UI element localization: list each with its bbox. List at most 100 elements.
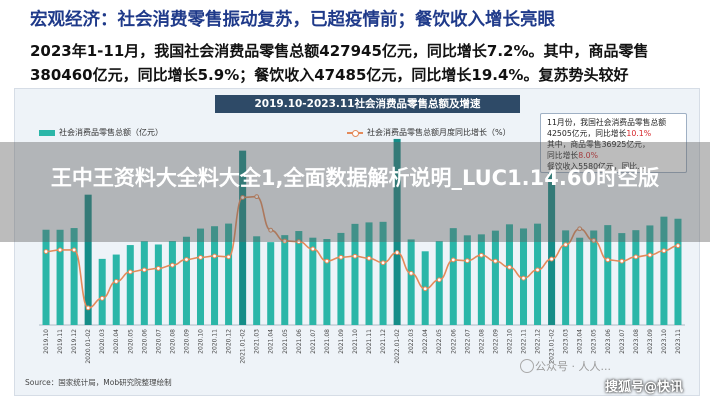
legend-item-bars: 社会消费品零售总额（亿元）	[39, 127, 163, 138]
annotation-line-4: 同比增长8.0%	[547, 150, 598, 161]
growth-point-2	[71, 247, 77, 253]
growth-point-44	[661, 248, 667, 254]
overlay-banner: 王中王资料大全料大全1,全面数据解析说明_LUC1.14.60时空版	[0, 142, 710, 242]
bar-29	[449, 228, 457, 325]
x-tick-label-2: 2019.12	[71, 329, 78, 354]
bar-4	[98, 258, 106, 325]
x-tick-label-4: 2020.03	[99, 329, 106, 354]
bar-10	[182, 236, 190, 325]
growth-point-8	[155, 266, 161, 271]
bar-15	[253, 236, 261, 325]
legend-label-line: 社会消费品零售总额月度同比增长（%）	[367, 128, 511, 137]
overlay-banner-text: 王中王资料大全料大全1,全面数据解析说明_LUC1.14.60时空版	[50, 166, 660, 190]
growth-point-15	[254, 194, 260, 200]
watermark-site: 公众号 · 人人...	[535, 360, 611, 373]
watermark-account: 搜狐号@快讯	[605, 380, 684, 395]
bar-11	[196, 228, 205, 325]
bar-41	[618, 233, 626, 325]
bar-43	[646, 225, 654, 325]
x-tick-label-13: 2020.12	[226, 329, 233, 354]
x-tick-label-19: 2021.07	[310, 329, 317, 354]
bar-20	[323, 239, 331, 325]
x-tick-label-26: 2022.03	[408, 329, 415, 354]
bar-13	[225, 223, 233, 325]
x-tick-label-3: 2020.01-02	[85, 329, 92, 364]
x-tick-label-6: 2020.05	[127, 329, 134, 354]
bar-3	[84, 194, 92, 325]
x-tick-label-22: 2021.10	[352, 329, 359, 354]
bar-0	[42, 229, 50, 325]
growth-point-14	[240, 195, 246, 200]
chart-panel: 2019.10-2023.11社会消费品零售总额及增速 社会消费品零售总额（亿元…	[14, 88, 700, 396]
growth-point-25	[394, 250, 400, 255]
legend-item-line: 社会消费品零售总额月度同比增长（%）	[347, 127, 511, 138]
bar-18	[295, 231, 303, 325]
bar-19	[309, 237, 317, 325]
annotation-line-2-text: 42505亿元，同比增长	[547, 129, 627, 138]
x-tick-label-16: 2021.04	[268, 329, 275, 354]
growth-point-12	[212, 253, 217, 259]
growth-point-26	[408, 270, 414, 276]
bar-38	[576, 237, 584, 325]
chart-title: 2019.10-2023.11社会消费品零售总额及增速	[254, 98, 481, 110]
growth-point-9	[170, 262, 175, 268]
bar-7	[140, 241, 148, 325]
x-tick-label-23: 2021.11	[366, 329, 373, 354]
x-tick-label-41: 2023.07	[619, 329, 626, 354]
bar-1	[56, 229, 64, 325]
growth-point-40	[605, 257, 611, 263]
growth-point-24	[380, 260, 386, 266]
growth-point-19	[310, 246, 316, 252]
bar-28	[435, 241, 443, 325]
annotation-line-3: 其中，商品零售36925亿元，	[547, 140, 650, 149]
bar-12	[211, 226, 219, 325]
bar-30	[463, 235, 471, 325]
growth-point-4	[99, 295, 105, 301]
legend-swatch-bar	[39, 129, 55, 136]
x-tick-label-18: 2021.06	[296, 329, 303, 354]
growth-point-21	[338, 254, 344, 260]
bar-45	[674, 218, 682, 325]
bar-2	[70, 228, 78, 325]
bar-25	[393, 138, 401, 325]
bar-42	[632, 230, 640, 325]
growth-point-13	[226, 254, 231, 260]
growth-point-1	[57, 247, 63, 253]
x-tick-label-43: 2023.09	[647, 329, 654, 354]
growth-point-17	[282, 238, 288, 244]
legend-label-bars: 社会消费品零售总额（亿元）	[59, 128, 163, 137]
bar-22	[351, 223, 359, 325]
bar-16	[267, 242, 275, 325]
growth-point-23	[366, 255, 372, 261]
bar-33	[505, 224, 513, 325]
x-tick-label-14: 2021.01-02	[240, 329, 247, 364]
growth-point-35	[535, 267, 540, 273]
x-tick-label-44: 2023.10	[661, 329, 668, 354]
bar-44	[660, 216, 668, 325]
growth-point-20	[324, 258, 330, 264]
growth-point-39	[591, 237, 597, 243]
x-tick-label-21: 2021.09	[338, 329, 345, 354]
x-tick-label-5: 2020.04	[113, 329, 120, 354]
x-tick-label-45: 2023.11	[675, 329, 682, 354]
x-tick-label-38: 2023.04	[577, 329, 584, 354]
annotation-line-2: 42505亿元，同比增长10.1%	[547, 128, 651, 139]
growth-point-42	[633, 254, 639, 260]
x-tick-label-36: 2023.01-02	[549, 329, 556, 364]
bar-5	[112, 254, 120, 325]
annotation-line-4-highlight: 8.0%	[578, 151, 598, 160]
bar-17	[281, 235, 289, 325]
x-tick-label-28: 2022.05	[436, 329, 443, 354]
growth-point-30	[464, 258, 470, 264]
x-tick-label-34: 2022.11	[521, 329, 528, 354]
growth-point-7	[141, 267, 147, 273]
bar-6	[126, 245, 134, 325]
summary-line-1: 2023年1-11月，我国社会消费品零售总额427945亿元，同比增长7.2%。…	[30, 42, 649, 60]
x-tick-label-27: 2022.04	[422, 329, 429, 354]
summary-line-2: 380460亿元，同比增长5.9%；餐饮收入47485亿元，同比增长19.4%。…	[30, 66, 629, 84]
bar-26	[407, 239, 415, 325]
x-tick-label-11: 2020.10	[198, 329, 205, 354]
x-tick-label-29: 2022.06	[450, 329, 457, 354]
legend-swatch-line	[347, 129, 363, 137]
growth-point-33	[507, 264, 512, 270]
